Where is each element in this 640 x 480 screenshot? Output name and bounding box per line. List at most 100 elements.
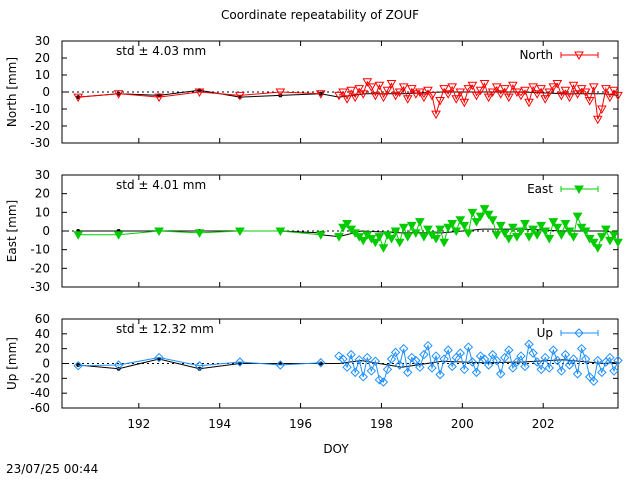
up-y-tick-label: -20: [30, 371, 50, 385]
north-hourly-point: [467, 81, 478, 91]
north-hourly-point: [487, 88, 498, 98]
north-hourly-point: [346, 86, 356, 96]
east-hourly-point: [516, 227, 526, 237]
up-hourly-point: [500, 352, 510, 363]
up-hourly-point: [512, 357, 522, 367]
north-y-tick-label: 30: [35, 34, 50, 48]
east-hourly-point: [483, 210, 494, 220]
east-y-tick-label: 30: [35, 168, 50, 182]
north-hourly-point: [613, 91, 623, 101]
east-daily-point: [235, 227, 245, 237]
north-hourly-point: [584, 97, 595, 106]
up-daily-point: [154, 352, 164, 363]
north-hourly-point: [358, 90, 369, 99]
north-hourly-point: [378, 93, 389, 103]
east-hourly-point: [592, 244, 603, 253]
east-hourly-point: [568, 233, 579, 242]
up-hourly-point: [455, 348, 466, 358]
north-y-axis-label: North [mm]: [5, 57, 19, 127]
east-hourly-point: [605, 236, 615, 246]
north-hourly-point: [415, 88, 425, 98]
east-hourly-point: [378, 244, 389, 253]
east-hourly-point: [564, 227, 575, 237]
up-hourly-point: [568, 354, 579, 364]
north-hourly-point: [572, 90, 583, 99]
north-y-tick-label: 10: [35, 68, 50, 82]
up-hourly-point: [447, 361, 457, 372]
up-y-tick-label: -40: [30, 386, 50, 400]
north-hourly-point: [552, 80, 563, 89]
east-hourly-point: [394, 238, 405, 248]
east-hourly-point: [419, 233, 429, 242]
north-hourly-point: [544, 88, 555, 98]
north-hourly-point: [564, 93, 575, 103]
up-hourly-point: [487, 349, 498, 360]
north-hourly-point: [609, 86, 619, 96]
east-hourly-point: [512, 233, 522, 242]
up-hourly-point: [370, 356, 381, 366]
east-hourly-point: [528, 225, 538, 235]
north-hourly-point: [338, 88, 348, 98]
east-hourly-point: [499, 229, 510, 238]
up-hourly-point: [496, 369, 506, 379]
x-tick-label: 198: [370, 417, 393, 431]
up-daily-line: [78, 357, 321, 367]
north-daily-point: [194, 88, 205, 98]
up-legend-marker: [574, 328, 584, 338]
up-hourly-point: [390, 347, 401, 358]
north-hourly-point: [483, 93, 494, 103]
east-y-tick-label: 20: [35, 187, 50, 201]
east-hourly-point: [439, 238, 449, 248]
north-hourly-point: [423, 86, 433, 96]
north-hourly-point: [374, 81, 385, 91]
east-hourly-point: [487, 216, 498, 225]
north-hourly-point: [528, 83, 538, 92]
east-hourly-point: [398, 223, 409, 233]
east-hourly-point: [580, 227, 591, 237]
up-hourly-point: [398, 343, 409, 354]
north-hourly-point: [334, 91, 344, 101]
up-hourly-point: [407, 352, 417, 363]
up-hourly-point: [540, 352, 550, 363]
east-hourly-point: [613, 238, 623, 248]
up-hourly-point: [467, 357, 478, 367]
up-hourly-point: [504, 345, 514, 355]
north-hourly-point: [350, 93, 361, 103]
up-hourly-point: [613, 355, 623, 366]
north-daily-line: [78, 91, 321, 98]
north-hourly-point: [431, 110, 441, 120]
east-hourly-point: [491, 231, 502, 240]
east-y-tick-label: -30: [30, 280, 50, 294]
north-hourly-point: [516, 91, 526, 101]
east-hourly-point: [601, 225, 611, 235]
up-y-tick-label: 40: [35, 327, 50, 341]
north-daily-point: [315, 90, 326, 99]
north-hourly-point: [459, 98, 470, 108]
up-hourly-point: [358, 372, 368, 382]
up-hourly-point: [471, 367, 482, 378]
north-hourly-point: [605, 93, 615, 103]
up-y-axis-label: Up [mm]: [5, 337, 19, 390]
up-hourly-point: [593, 355, 603, 366]
north-hourly-point: [455, 88, 466, 98]
east-hourly-point: [479, 205, 490, 214]
north-hourly-point: [556, 91, 567, 101]
up-hourly-point: [556, 366, 567, 376]
east-hourly-point: [443, 223, 454, 233]
north-hourly-point: [419, 93, 429, 103]
up-hourly-point: [439, 354, 449, 364]
east-hourly-point: [455, 216, 466, 225]
east-hourly-point: [552, 223, 563, 233]
east-hourly-point: [572, 212, 583, 222]
east-hourly-point: [435, 225, 445, 235]
north-hourly-point: [580, 88, 591, 98]
north-hourly-point: [398, 83, 409, 92]
x-tick-label: 202: [532, 417, 555, 431]
up-y-tick-label: -60: [30, 401, 50, 415]
x-tick-label: 196: [289, 417, 312, 431]
east-hourly-point: [342, 220, 352, 229]
east-hourly-point: [536, 221, 547, 231]
north-y-tick-label: -20: [30, 119, 50, 133]
north-hourly-point: [439, 85, 449, 94]
north-hourly-point: [406, 85, 417, 94]
